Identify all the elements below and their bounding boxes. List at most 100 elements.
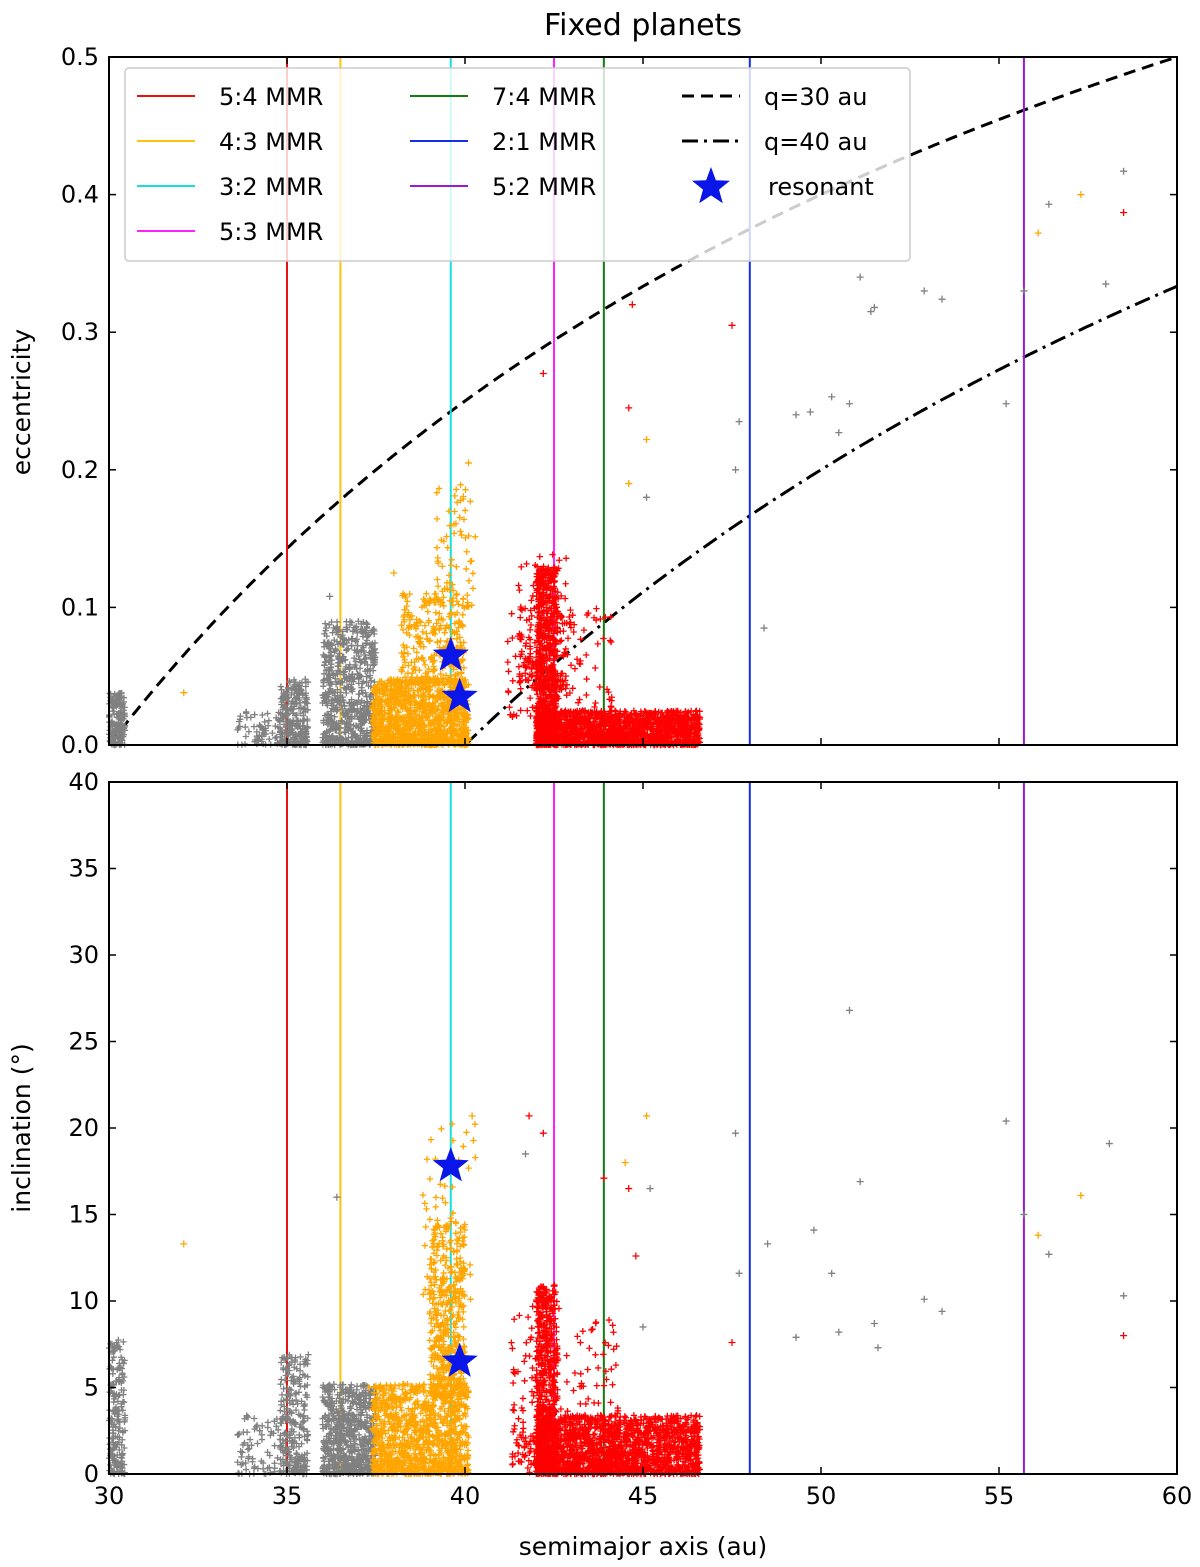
scatter-point bbox=[346, 621, 354, 629]
scatter-point bbox=[353, 665, 360, 673]
scatter-point bbox=[301, 734, 308, 742]
scatter-point bbox=[269, 729, 276, 737]
scatter-point bbox=[437, 637, 444, 645]
scatter-point bbox=[323, 698, 330, 705]
scatter-point bbox=[113, 710, 120, 718]
scatter-point bbox=[346, 705, 354, 713]
scatter-point bbox=[450, 530, 458, 537]
scatter-point bbox=[276, 717, 283, 724]
scatter-point bbox=[464, 591, 471, 599]
scatter-point bbox=[361, 651, 369, 659]
scatter-point bbox=[320, 651, 327, 659]
scatter-point bbox=[320, 719, 327, 727]
scatter-point bbox=[408, 659, 415, 666]
scatter-point bbox=[334, 662, 342, 670]
scatter-point bbox=[334, 670, 341, 678]
scatter-point bbox=[253, 728, 261, 736]
scatter-point bbox=[439, 563, 446, 570]
scatter-point bbox=[327, 688, 335, 695]
scatter-point bbox=[264, 710, 271, 717]
scatter-point bbox=[472, 533, 479, 541]
scatter-point bbox=[455, 601, 462, 608]
scatter-point bbox=[250, 723, 258, 730]
scatter-point bbox=[357, 720, 364, 728]
scatter-point bbox=[341, 675, 348, 682]
scatter-point bbox=[361, 699, 368, 706]
scatter-point bbox=[523, 560, 530, 568]
scatter-point bbox=[303, 694, 310, 701]
scatter-point bbox=[256, 732, 263, 739]
scatter-point bbox=[404, 650, 412, 658]
perihelion-curve bbox=[463, 284, 1178, 747]
scatter-point bbox=[242, 733, 250, 740]
scatter-point bbox=[256, 722, 263, 729]
scatter-point bbox=[265, 717, 273, 724]
scatter-point bbox=[337, 689, 344, 696]
scatter-point bbox=[302, 675, 309, 683]
scatter-point bbox=[463, 548, 470, 555]
scatter-point bbox=[359, 712, 367, 720]
scatter-point bbox=[117, 701, 124, 708]
scatter-point bbox=[335, 729, 343, 737]
scatter-point bbox=[327, 726, 334, 733]
scatter-point bbox=[329, 718, 337, 726]
scatter-point bbox=[292, 699, 300, 707]
scatter-point bbox=[340, 641, 348, 649]
scatter-point bbox=[320, 677, 327, 685]
scatter-point bbox=[366, 667, 374, 674]
scatter-point bbox=[421, 661, 429, 669]
scatter-point bbox=[348, 635, 355, 642]
scatter-point bbox=[247, 714, 255, 721]
scatter-point bbox=[264, 722, 272, 729]
scatter-point bbox=[409, 669, 416, 677]
scatter-point bbox=[406, 590, 413, 598]
scatter-point bbox=[421, 598, 429, 606]
scatter-point bbox=[290, 703, 298, 710]
scatter-point bbox=[272, 734, 279, 742]
scatter-point bbox=[118, 705, 125, 712]
scatter-point bbox=[515, 582, 522, 589]
scatter-point bbox=[459, 595, 467, 602]
scatter-point bbox=[363, 679, 370, 686]
scatter-point bbox=[275, 709, 282, 716]
scatter-point bbox=[434, 638, 441, 646]
scatter-point bbox=[348, 642, 355, 650]
scatter-point bbox=[349, 727, 356, 735]
scatter-point bbox=[348, 696, 355, 703]
scatter-point bbox=[457, 481, 464, 489]
scatter-point bbox=[370, 647, 377, 654]
scatter-point bbox=[342, 724, 349, 732]
scatter-point bbox=[304, 678, 312, 686]
scatter-point bbox=[355, 618, 362, 625]
scatter-point bbox=[434, 583, 442, 590]
scatter-point bbox=[467, 498, 474, 505]
scatter-point bbox=[446, 522, 454, 529]
scatter-point bbox=[348, 715, 356, 723]
scatter-point bbox=[432, 609, 440, 616]
scatter-point bbox=[361, 719, 368, 726]
scatter-point bbox=[366, 649, 373, 656]
scatter-point bbox=[355, 652, 362, 660]
scatter-point bbox=[335, 678, 343, 685]
scatter-point bbox=[352, 661, 359, 669]
scatter-point bbox=[323, 624, 330, 632]
scatter-point bbox=[562, 580, 569, 587]
scatter-point bbox=[272, 714, 280, 722]
scatter-point bbox=[111, 735, 119, 742]
scatter-point bbox=[359, 689, 367, 697]
scatter-point bbox=[334, 692, 341, 700]
scatter-point bbox=[109, 696, 116, 703]
scatter-point bbox=[358, 628, 365, 635]
scatter-point bbox=[469, 585, 477, 592]
scatter-point bbox=[282, 710, 289, 717]
scatter-point bbox=[329, 629, 336, 636]
scatter-point bbox=[529, 592, 537, 600]
scatter-point bbox=[558, 613, 566, 621]
scatter-point bbox=[300, 706, 308, 713]
scatter-point bbox=[304, 724, 311, 731]
scatter-point bbox=[462, 565, 470, 573]
scatter-point bbox=[358, 684, 365, 691]
scatter-point bbox=[261, 718, 268, 726]
scatter-point bbox=[328, 667, 336, 675]
scatter-point bbox=[277, 728, 284, 735]
